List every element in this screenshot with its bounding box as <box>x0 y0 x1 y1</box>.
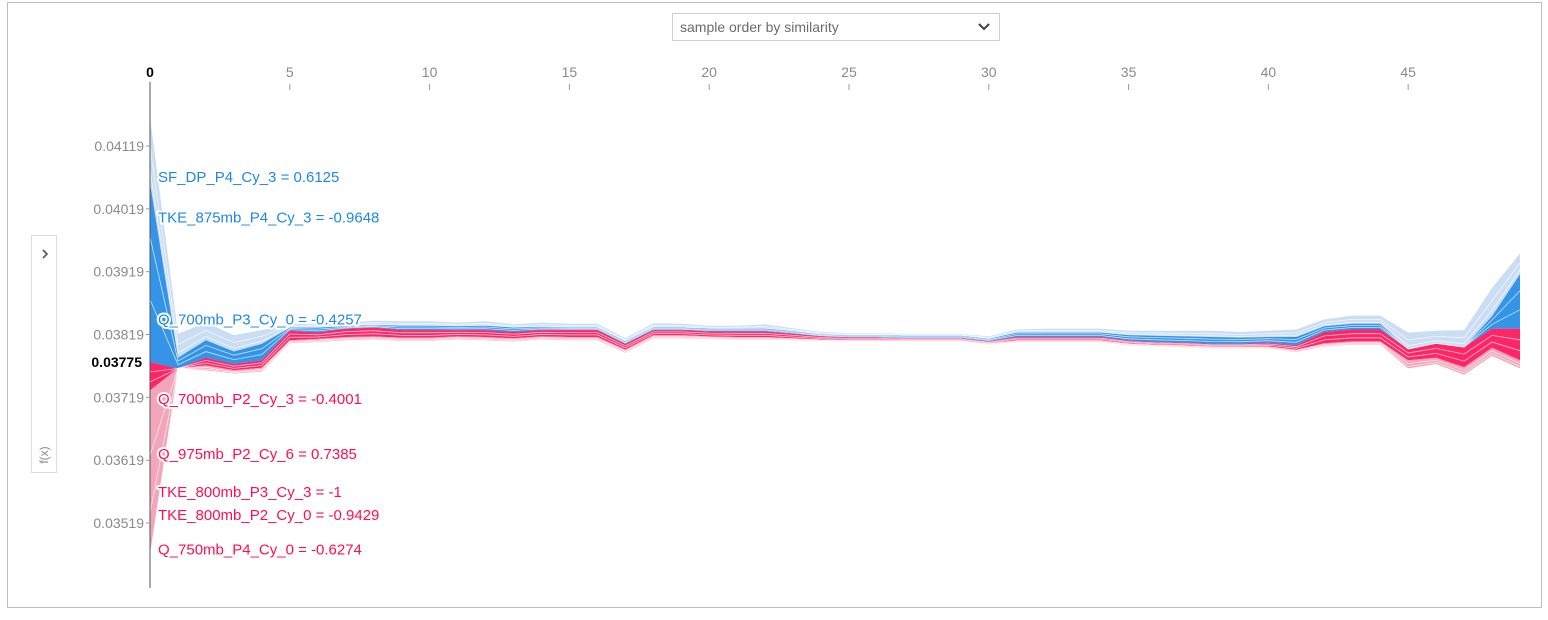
output-value-label: 0.03775 <box>91 354 142 370</box>
y-tick-label: 0.03519 <box>93 515 144 531</box>
y-tick-label: 0.03619 <box>93 452 144 468</box>
feature-label: Q_700mb_P3_Cy_0 = -0.4257 <box>158 311 362 328</box>
contribution-separator <box>149 299 1521 366</box>
feature-label: Q_750mb_P4_Cy_0 = -0.6274 <box>158 541 362 558</box>
feature-label: Q_700mb_P2_Cy_3 = -0.4001 <box>158 391 362 408</box>
y-tick-label: 0.03819 <box>93 327 144 343</box>
feature-label: Q_975mb_P2_Cy_6 = 0.7385 <box>158 446 357 463</box>
feature-label-halo: Q_750mb_P4_Cy_0 = -0.6274 <box>158 541 362 558</box>
y-tick-label: 0.03919 <box>93 264 144 280</box>
feature-label: TKE_800mb_P3_Cy_3 = -1 <box>158 484 342 501</box>
feature-label-halo: Q_700mb_P3_Cy_0 = -0.4257 <box>158 311 362 328</box>
x-tick-label: 10 <box>422 64 438 80</box>
feature-label-halo: Q_975mb_P2_Cy_6 = 0.7385 <box>158 446 357 463</box>
side-panel-toggle[interactable]: f(x) <box>31 235 57 473</box>
feature-label: TKE_800mb_P2_Cy_0 = -0.9429 <box>158 507 379 524</box>
feature-label-halo: Q_700mb_P2_Cy_3 = -0.4001 <box>158 391 362 408</box>
chevron-right-icon <box>42 249 49 259</box>
x-tick-label: 40 <box>1261 64 1277 80</box>
feature-label-halo: SF_DP_P4_Cy_3 = 0.6125 <box>158 169 339 186</box>
x-tick-label: 30 <box>981 64 997 80</box>
feature-label: TKE_875mb_P4_Cy_3 = -0.9648 <box>158 210 379 227</box>
contribution-separator <box>149 236 1521 362</box>
feature-label-halo: TKE_800mb_P3_Cy_3 = -1 <box>158 484 342 501</box>
x-tick-label: 20 <box>701 64 717 80</box>
contribution-separator <box>149 336 1521 456</box>
x-tick-label: 15 <box>562 64 578 80</box>
ordering-select[interactable]: sample order by similarity <box>672 13 1000 41</box>
x-tick-label: 5 <box>286 64 294 80</box>
chevron-down-icon <box>978 23 990 31</box>
y-tick-label: 0.03719 <box>93 389 144 405</box>
ordering-select-value: sample order by similarity <box>680 19 839 35</box>
force-plot-container <box>7 2 1542 608</box>
contribution-separator <box>149 333 1521 383</box>
feature-label-halo: TKE_875mb_P4_Cy_3 = -0.9648 <box>158 210 379 227</box>
contribution-separator <box>149 330 1521 373</box>
contribution-separator <box>149 146 1521 346</box>
x-tick-label: 35 <box>1121 64 1137 80</box>
x-tick-label: 45 <box>1400 64 1416 80</box>
contribution-separator <box>149 337 1521 513</box>
feature-label: SF_DP_P4_Cy_3 = 0.6125 <box>158 169 339 186</box>
feature-label-halo: TKE_800mb_P2_Cy_0 = -0.9429 <box>158 507 379 524</box>
x-tick-label: 25 <box>841 64 857 80</box>
y-tick-label: 0.04019 <box>93 201 144 217</box>
contribution-separator <box>149 169 1521 354</box>
y-tick-label: 0.04119 <box>94 138 144 154</box>
x-tick-label: 0 <box>146 64 154 80</box>
